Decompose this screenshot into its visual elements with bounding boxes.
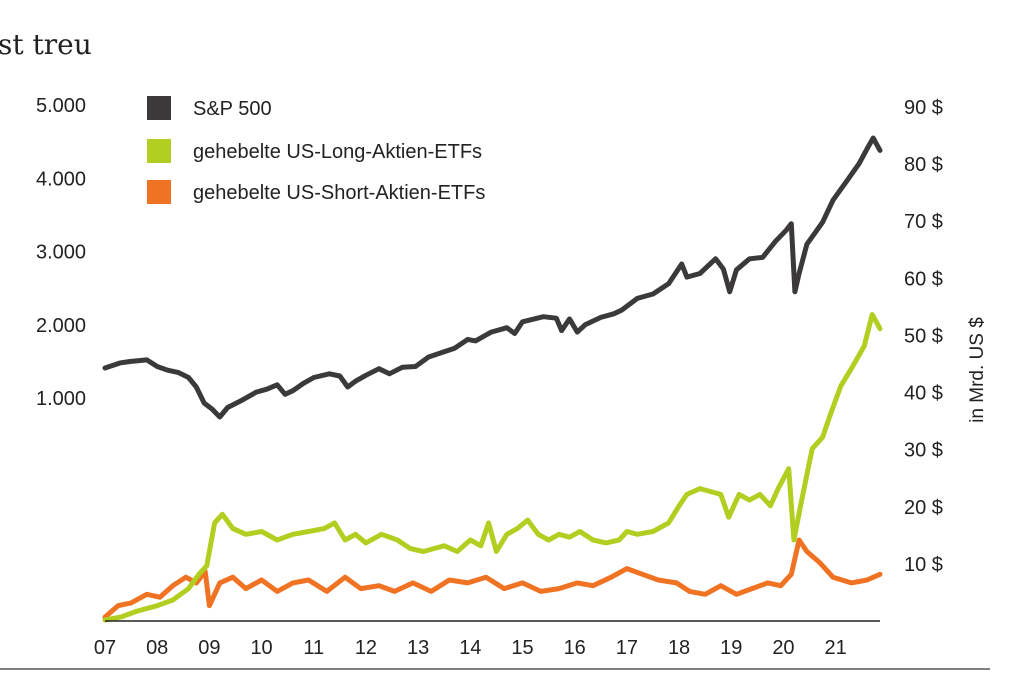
right-axis: 10 $ 20 $ 30 $ 40 $ 50 $ 60 $ 70 $ 80 $ 90 $ (904, 97, 943, 576)
chart-title: st treu (0, 28, 92, 61)
legend-label-long-etfs: gehebelte US-Long-Aktien-ETFs (193, 141, 482, 163)
legend: S&P 500 gehebelte US-Long-Aktien-ETFs ge… (147, 96, 485, 204)
x-tick-label: 18 (668, 637, 690, 659)
left-tick-label: 3.000 (36, 242, 86, 264)
x-tick-label: 16 (564, 637, 586, 659)
series-line-2 (102, 537, 883, 620)
left-tick-label: 5.000 (36, 95, 86, 117)
x-tick-label: 20 (772, 637, 794, 659)
x-tick-label: 14 (459, 637, 481, 659)
series-line-1 (102, 312, 883, 623)
right-tick-label: 80 $ (904, 154, 943, 176)
right-tick-label: 60 $ (904, 268, 943, 290)
x-tick-label: 17 (616, 637, 638, 659)
x-tick-label: 11 (303, 637, 324, 659)
legend-swatch-sp500 (147, 96, 171, 120)
series-layer (102, 135, 883, 623)
x-tick-label: 09 (198, 637, 220, 659)
left-tick-label: 1.000 (36, 388, 86, 410)
x-tick-label: 13 (407, 637, 429, 659)
x-tick-label: 12 (355, 637, 377, 659)
x-tick-label: 10 (250, 637, 272, 659)
legend-swatch-short-etfs (147, 180, 171, 204)
legend-swatch-long-etfs (147, 139, 171, 163)
x-tick-label: 07 (94, 637, 116, 659)
left-tick-label: 4.000 (36, 168, 86, 190)
right-tick-label: 50 $ (904, 325, 943, 347)
x-axis: 07 08 09 10 11 12 13 14 15 16 17 18 19 20 21 (94, 637, 847, 659)
left-tick-label: 2.000 (36, 315, 86, 337)
right-tick-label: 90 $ (904, 97, 943, 119)
right-tick-label: 40 $ (904, 383, 943, 405)
right-tick-label: 10 $ (904, 554, 943, 576)
right-tick-label: 20 $ (904, 497, 943, 519)
legend-label-sp500: S&P 500 (193, 98, 272, 120)
right-tick-label: 70 $ (904, 211, 943, 233)
x-tick-label: 15 (511, 637, 533, 659)
legend-label-short-etfs: gehebelte US-Short-Aktien-ETFs (193, 182, 485, 204)
x-tick-label: 08 (146, 637, 168, 659)
right-axis-title: in Mrd. US $ (967, 317, 988, 423)
left-axis: 1.000 2.000 3.000 4.000 5.000 (36, 95, 86, 410)
right-tick-label: 30 $ (904, 440, 943, 462)
x-tick-label: 21 (825, 637, 847, 659)
series-line-0 (102, 135, 883, 420)
x-tick-label: 19 (720, 637, 742, 659)
